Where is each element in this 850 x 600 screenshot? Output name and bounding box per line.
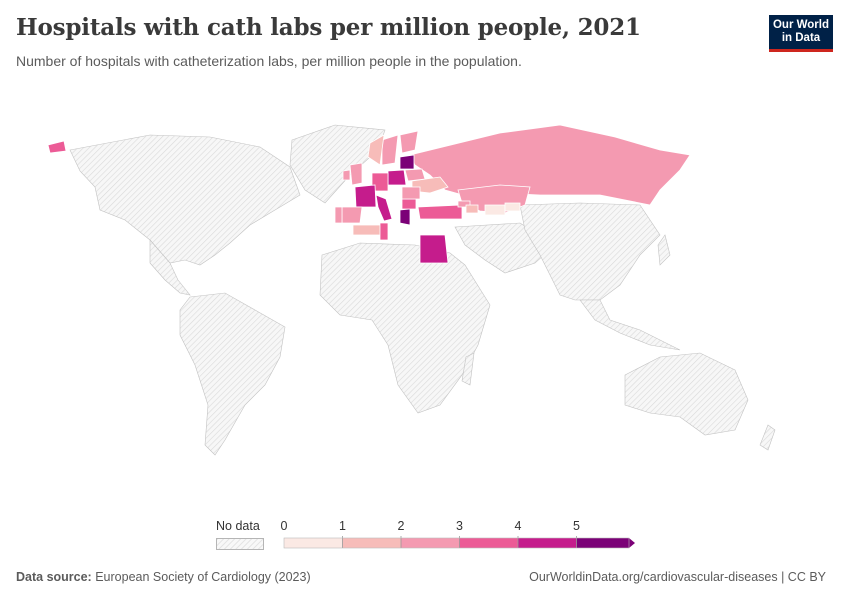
country-portugal[interactable]: Portugal (334, 206, 343, 224)
country-uzbekistan[interactable]: Uzbekistan (484, 204, 506, 216)
land-asia (519, 202, 661, 301)
legend-tick-label: 3 (456, 519, 463, 533)
legend-color-bar (283, 536, 635, 549)
country-turkey[interactable]: Turkey (417, 204, 463, 220)
country-spain[interactable]: Spain (341, 206, 363, 224)
land-new-zealand (759, 424, 776, 451)
country-iceland[interactable]: Iceland (47, 140, 67, 154)
legend-tick-label: 0 (280, 519, 288, 533)
legend-tick-label: 1 (339, 519, 346, 533)
country-romania[interactable]: Romania (401, 186, 421, 200)
country-france[interactable]: France (354, 184, 377, 208)
land-central-america (149, 239, 191, 296)
owid-logo[interactable]: Our World in Data (769, 15, 833, 52)
country-russia[interactable]: Russia (409, 124, 691, 206)
country-egypt[interactable]: Egypt (419, 234, 449, 264)
country-finland[interactable]: Finland (399, 130, 419, 154)
land-madagascar (461, 352, 475, 386)
land-australia (624, 352, 749, 436)
data-source-label: Data source: (16, 570, 92, 584)
land-southeast-asia (579, 299, 681, 351)
country-greece[interactable]: Greece (399, 208, 411, 226)
legend-no-data-swatch (216, 538, 264, 550)
legend-arrow (629, 538, 635, 548)
land-south-america (179, 292, 286, 456)
legend-bin-4 (518, 538, 577, 548)
world-map[interactable]: RussiaKazakhstanUkraineBelarusFinlandSwe… (0, 95, 850, 505)
legend-bin-3 (459, 538, 518, 548)
legend-tick-label: 4 (514, 519, 522, 533)
data-countries[interactable]: RussiaKazakhstanUkraineBelarusFinlandSwe… (47, 124, 691, 264)
legend-bin-2 (401, 538, 460, 548)
legend-outline (283, 537, 630, 549)
data-source: Data source: European Society of Cardiol… (16, 570, 311, 584)
country-algeria[interactable]: Algeria (352, 224, 384, 236)
legend-tick-label: 2 (397, 519, 405, 533)
legend-bin-0 (284, 538, 343, 548)
country-ireland[interactable]: Ireland (342, 169, 351, 181)
country-azerbaijan[interactable]: Azerbaijan (465, 204, 479, 214)
land-africa (319, 242, 491, 414)
legend-bin-1 (342, 538, 401, 548)
country-belarus[interactable]: Belarus (404, 168, 426, 182)
country-lithuania[interactable]: Lithuania (399, 154, 415, 170)
land-north-america (69, 134, 301, 266)
legend-no-data-label: No data (216, 519, 260, 533)
legend-tick-label: 5 (573, 519, 580, 533)
chart-subtitle: Number of hospitals with catheterization… (16, 53, 522, 69)
country-bulgaria[interactable]: Bulgaria (401, 198, 417, 210)
country-poland[interactable]: Poland (387, 169, 407, 186)
legend-bin-5 (576, 538, 629, 548)
logo-line-1: Our World (772, 19, 829, 31)
country-sweden[interactable]: Sweden (381, 134, 399, 166)
country-united-kingdom[interactable]: United Kingdom (349, 162, 363, 186)
footer-url[interactable]: OurWorldinData.org/cardiovascular-diseas… (529, 570, 826, 584)
chart-title: Hospitals with cath labs per million peo… (16, 14, 641, 41)
country-italy[interactable]: Italy (375, 194, 393, 222)
data-source-text: European Society of Cardiology (2023) (95, 570, 311, 584)
land-japan (657, 234, 671, 266)
country-norway[interactable]: Norway (367, 134, 385, 166)
country-kyrgyzstan[interactable]: Kyrgyzstan (504, 202, 521, 212)
country-tunisia[interactable]: Tunisia (379, 222, 389, 241)
color-legend: No data 0 1 2 3 4 5 (0, 515, 850, 555)
no-data-land (69, 124, 776, 456)
logo-line-2: in Data (781, 32, 821, 44)
